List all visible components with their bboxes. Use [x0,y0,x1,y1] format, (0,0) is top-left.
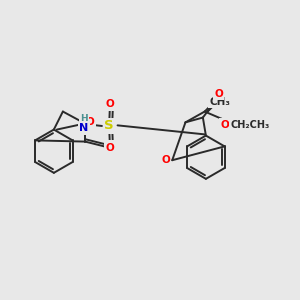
Text: O: O [106,141,115,152]
Text: CH₃: CH₃ [210,97,231,107]
Text: H: H [80,114,88,123]
Text: CH₂CH₃: CH₂CH₃ [231,120,270,130]
Text: S: S [104,119,114,133]
Text: O: O [221,120,230,130]
Text: O: O [161,155,170,165]
Text: N: N [79,123,88,134]
Text: O: O [105,99,114,109]
Text: O: O [105,142,114,153]
Text: O: O [214,88,223,98]
Text: O: O [85,117,94,128]
